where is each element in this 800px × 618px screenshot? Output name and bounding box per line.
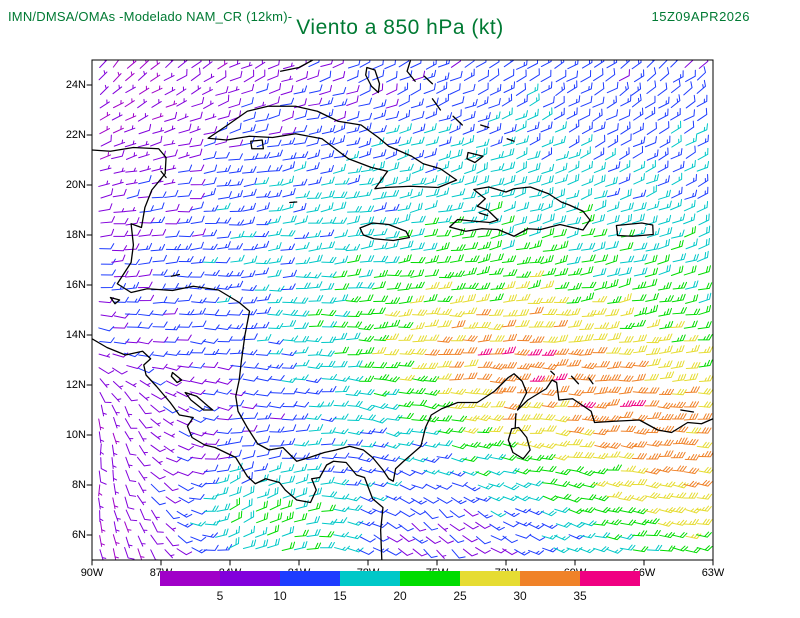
colorbar-segment bbox=[340, 571, 400, 586]
colorbar-segment bbox=[220, 571, 280, 586]
valid-time-label: 15Z09APR2026 bbox=[651, 9, 750, 24]
lat-tick-label: 18N bbox=[65, 229, 86, 241]
model-label: IMN/DMSA/OMAs -Modelado NAM_CR (12km)- bbox=[8, 9, 293, 24]
lat-tick-label: 8N bbox=[71, 479, 86, 491]
lon-tick-label: 90W bbox=[80, 567, 104, 579]
colorbar-segment bbox=[400, 571, 460, 586]
colorbar-label: 15 bbox=[333, 589, 347, 603]
lat-tick-label: 14N bbox=[65, 329, 86, 341]
colorbar-segment bbox=[460, 571, 520, 586]
lat-tick-label: 12N bbox=[65, 379, 86, 391]
colorbar-segments bbox=[160, 571, 640, 586]
wind-speed-colorbar: 5 10 15 20 25 30 35 bbox=[160, 571, 640, 607]
chart-title: Viento a 850 hPa (kt) bbox=[296, 16, 504, 39]
colorbar-segment bbox=[280, 571, 340, 586]
colorbar-label: 25 bbox=[453, 589, 467, 603]
colorbar-label: 35 bbox=[573, 589, 587, 603]
lat-tick-label: 22N bbox=[65, 129, 86, 141]
colorbar-label: 10 bbox=[273, 589, 287, 603]
colorbar-segment bbox=[580, 571, 640, 586]
colorbar-segment bbox=[520, 571, 580, 586]
colorbar-label: 5 bbox=[216, 589, 224, 603]
lon-tick-label: 63W bbox=[701, 567, 725, 579]
colorbar-segment bbox=[160, 571, 220, 586]
lat-tick-label: 24N bbox=[65, 79, 86, 91]
lat-tick-label: 16N bbox=[65, 279, 86, 291]
lat-tick-label: 6N bbox=[71, 529, 86, 541]
colorbar-label: 20 bbox=[393, 589, 407, 603]
lat-tick-label: 20N bbox=[65, 179, 86, 191]
lat-tick-label: 10N bbox=[65, 429, 86, 441]
colorbar-label: 30 bbox=[513, 589, 527, 603]
